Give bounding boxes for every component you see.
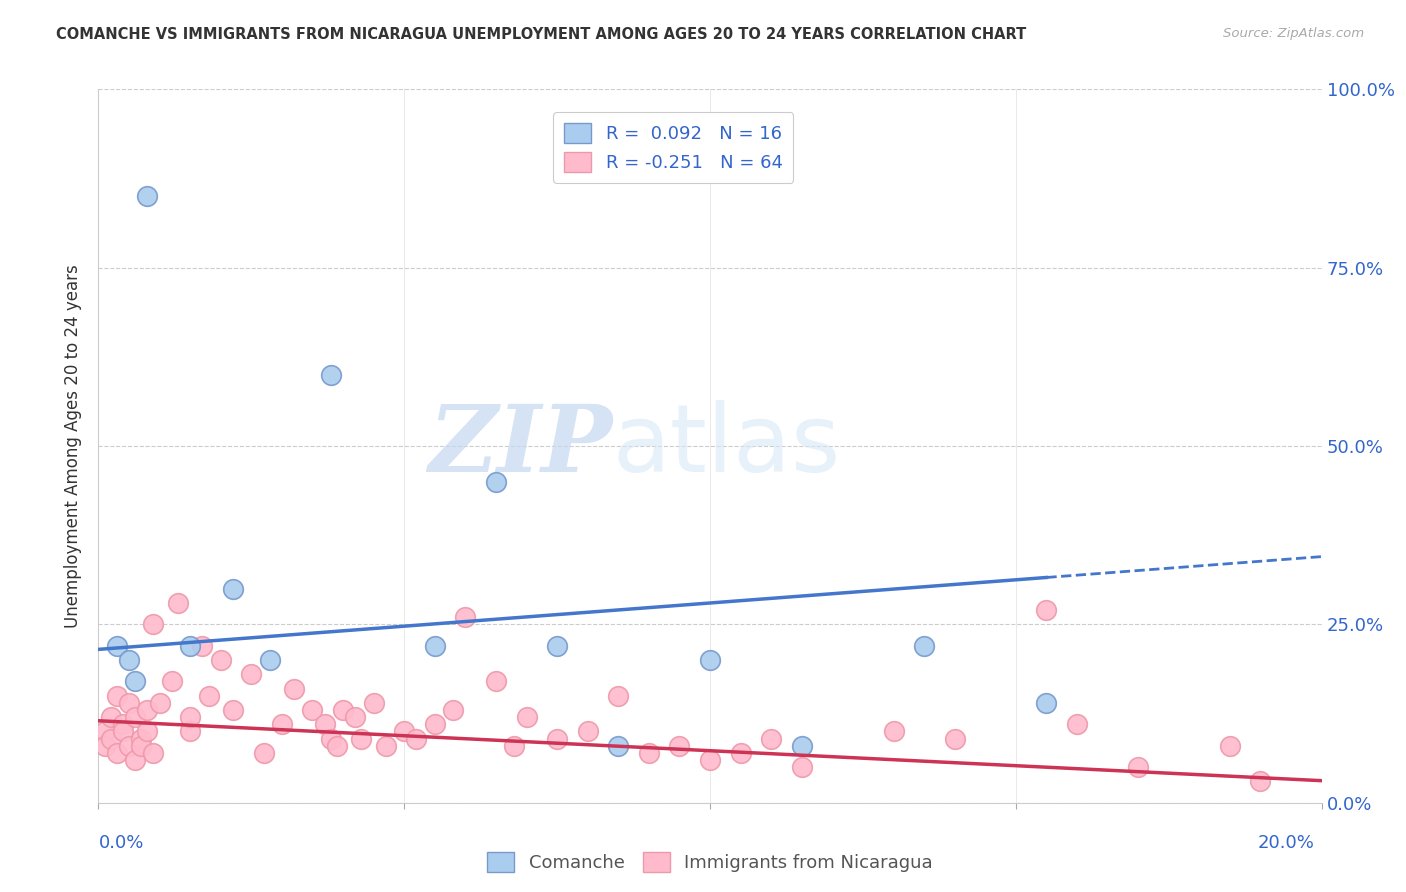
Point <box>607 739 630 753</box>
Point <box>1219 739 1241 753</box>
Point <box>405 731 427 746</box>
Point <box>1035 696 1057 710</box>
Point <box>350 731 373 746</box>
Point <box>118 653 141 667</box>
Point <box>374 739 396 753</box>
Point <box>283 681 305 696</box>
Point <box>142 617 165 632</box>
Point <box>191 639 214 653</box>
Point <box>259 653 281 667</box>
Point <box>100 710 122 724</box>
Point <box>326 739 349 753</box>
Point <box>546 731 568 746</box>
Point <box>319 731 342 746</box>
Point <box>1249 774 1271 789</box>
Point <box>111 724 134 739</box>
Point <box>363 696 385 710</box>
Point <box>270 717 292 731</box>
Point <box>730 746 752 760</box>
Point <box>129 739 152 753</box>
Point <box>179 724 201 739</box>
Point <box>423 639 446 653</box>
Point <box>1035 603 1057 617</box>
Point <box>93 739 115 753</box>
Point <box>111 717 134 731</box>
Point <box>699 753 721 767</box>
Text: atlas: atlas <box>612 400 841 492</box>
Text: Source: ZipAtlas.com: Source: ZipAtlas.com <box>1223 27 1364 40</box>
Point <box>485 674 508 689</box>
Point <box>252 746 274 760</box>
Point <box>118 696 141 710</box>
Point <box>790 739 813 753</box>
Point <box>209 653 232 667</box>
Point <box>699 653 721 667</box>
Point <box>1128 760 1150 774</box>
Point <box>100 731 122 746</box>
Point <box>105 639 128 653</box>
Point <box>790 760 813 774</box>
Point <box>392 724 416 739</box>
Point <box>93 724 115 739</box>
Point <box>546 639 568 653</box>
Point <box>240 667 263 681</box>
Point <box>222 703 245 717</box>
Point <box>222 582 245 596</box>
Point <box>576 724 599 739</box>
Point <box>503 739 526 753</box>
Point <box>124 753 146 767</box>
Point <box>149 696 172 710</box>
Point <box>301 703 323 717</box>
Point <box>118 739 141 753</box>
Point <box>319 368 342 382</box>
Point <box>136 189 159 203</box>
Point <box>314 717 336 731</box>
Point <box>883 724 905 739</box>
Point <box>759 731 782 746</box>
Point <box>485 475 508 489</box>
Point <box>136 703 159 717</box>
Point <box>943 731 966 746</box>
Y-axis label: Unemployment Among Ages 20 to 24 years: Unemployment Among Ages 20 to 24 years <box>65 264 83 628</box>
Point <box>668 739 690 753</box>
Point <box>105 689 128 703</box>
Point <box>516 710 538 724</box>
Point <box>912 639 935 653</box>
Point <box>136 724 159 739</box>
Point <box>1066 717 1088 731</box>
Point <box>332 703 354 717</box>
Text: 0.0%: 0.0% <box>98 834 143 852</box>
Point <box>637 746 661 760</box>
Point <box>454 610 477 624</box>
Point <box>124 710 146 724</box>
Point <box>105 746 128 760</box>
Point <box>607 689 630 703</box>
Point <box>167 596 190 610</box>
Point <box>441 703 464 717</box>
Point <box>197 689 219 703</box>
Point <box>423 717 446 731</box>
Point <box>160 674 183 689</box>
Point <box>124 674 146 689</box>
Point <box>179 639 201 653</box>
Text: COMANCHE VS IMMIGRANTS FROM NICARAGUA UNEMPLOYMENT AMONG AGES 20 TO 24 YEARS COR: COMANCHE VS IMMIGRANTS FROM NICARAGUA UN… <box>56 27 1026 42</box>
Point <box>344 710 367 724</box>
Legend: Comanche, Immigrants from Nicaragua: Comanche, Immigrants from Nicaragua <box>479 845 941 880</box>
Point <box>129 731 152 746</box>
Text: 20.0%: 20.0% <box>1258 834 1315 852</box>
Point <box>179 710 201 724</box>
Point <box>142 746 165 760</box>
Text: ZIP: ZIP <box>427 401 612 491</box>
